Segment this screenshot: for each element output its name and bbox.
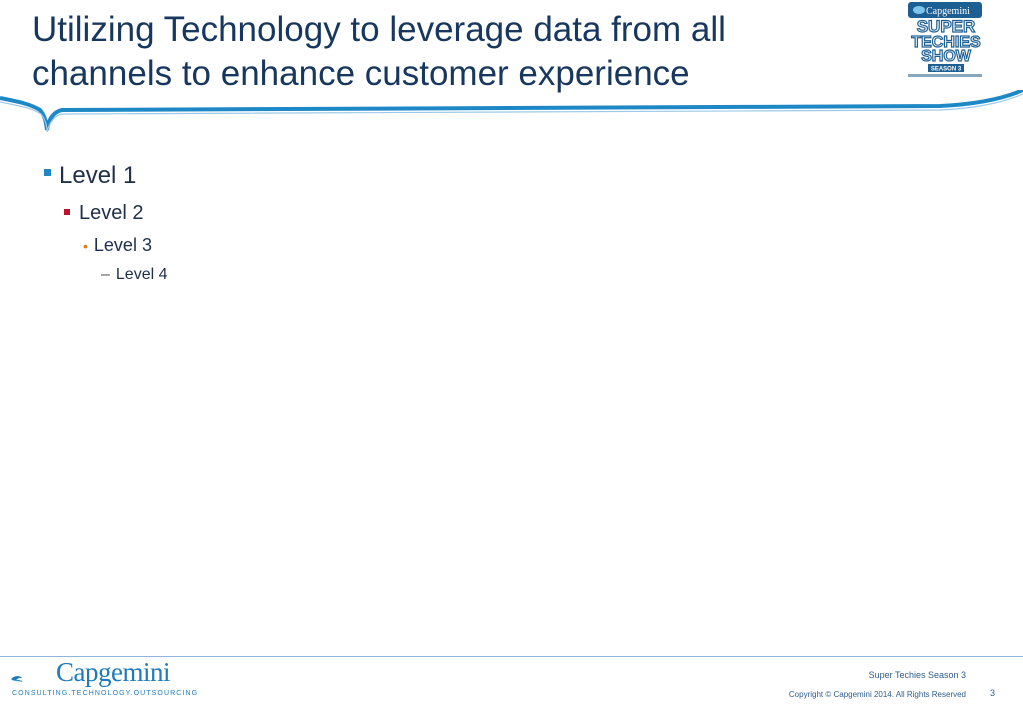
footer-logo-name: Capgemini <box>56 657 170 687</box>
square-bullet-icon <box>64 209 70 215</box>
super-techies-show-logo: Capgemini SUPER TECHIES SHOW SEASON 3 <box>908 2 982 77</box>
bullet-level-1-text: Level 1 <box>59 162 137 189</box>
footer-divider <box>0 656 1023 657</box>
square-bullet-icon <box>44 169 51 177</box>
badge-line-3: SHOW <box>921 48 972 65</box>
badge-line-1: SUPER <box>917 17 976 36</box>
capgemini-spade-icon <box>11 676 23 682</box>
bullet-level-1: Level 1 <box>44 162 136 190</box>
bullet-level-3: • Level 3 <box>83 235 152 256</box>
bullet-level-4: – Level 4 <box>101 266 168 284</box>
footer-logo-tagline: CONSULTING.TECHNOLOGY.OUTSOURCING <box>12 690 199 697</box>
footer-show-name: Super Techies Season 3 <box>868 670 966 680</box>
dash-bullet-icon: – <box>101 266 110 283</box>
bullet-level-2: Level 2 <box>64 202 144 225</box>
slide-title: Utilizing Technology to leverage data fr… <box>32 8 882 96</box>
header-swoosh-divider <box>0 90 1023 133</box>
bullet-level-4-text: Level 4 <box>115 266 168 283</box>
slide-title-line-1: Utilizing Technology to leverage data fr… <box>32 10 726 49</box>
page-number: 3 <box>990 688 996 698</box>
slide-title-line-2: channels to enhance customer experience <box>32 54 690 93</box>
bullet-level-2-text: Level 2 <box>79 202 144 224</box>
badge-line-2: TECHIES <box>911 34 981 51</box>
footer-copyright: Copyright © Capgemini 2014. All Rights R… <box>788 690 966 699</box>
badge-brand: Capgemini <box>926 6 970 17</box>
badge-season: SEASON 3 <box>931 67 962 73</box>
bullet-level-3-text: Level 3 <box>93 235 152 255</box>
dot-bullet-icon: • <box>83 238 88 254</box>
